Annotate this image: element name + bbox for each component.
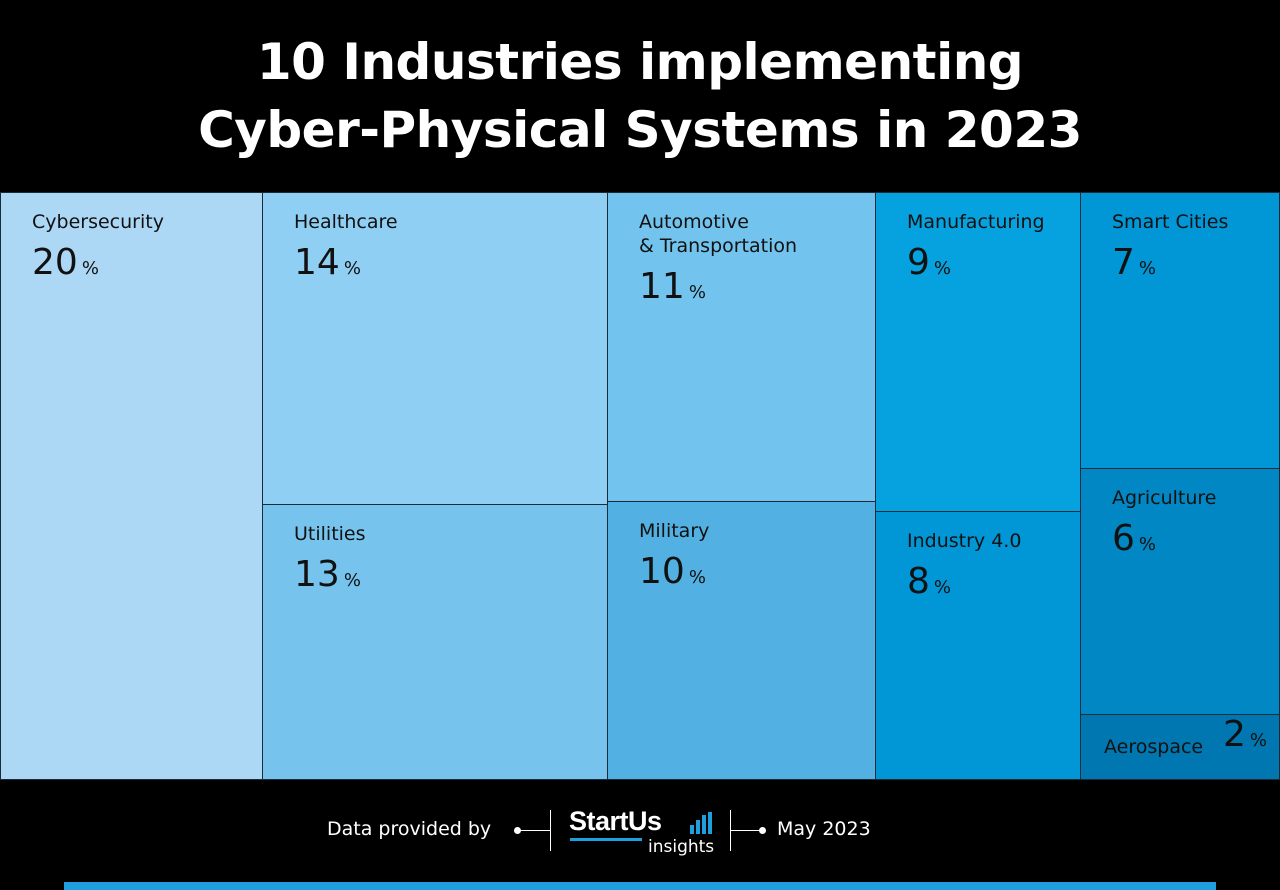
tile-healthcare: Healthcare 14% bbox=[262, 192, 608, 505]
tile-label: Utilities bbox=[294, 523, 366, 545]
tile-value-unit: % bbox=[343, 258, 361, 279]
tile-cybersecurity: Cybersecurity 20% bbox=[0, 192, 263, 780]
tile-value-unit: % bbox=[1138, 258, 1157, 279]
chart-title-line-1: 10 Industries implementing bbox=[256, 33, 1024, 91]
tile-value-unit: % bbox=[688, 567, 706, 588]
tile-value-number: 2 bbox=[1222, 714, 1246, 755]
tile-value: 2% bbox=[1223, 715, 1267, 761]
tile-value: 6% bbox=[1112, 519, 1156, 565]
logo-underline bbox=[570, 838, 642, 841]
chart-title: 10 Industries implementing Cyber-Physica… bbox=[0, 28, 1280, 164]
tile-label: Cybersecurity bbox=[32, 211, 164, 233]
footer-dot-right bbox=[759, 827, 766, 834]
tile-value: 14% bbox=[294, 243, 361, 289]
bottom-accent-bar bbox=[64, 882, 1216, 890]
tile-value-number: 10 bbox=[639, 551, 685, 592]
tile-label: Industry 4.0 bbox=[907, 530, 1022, 552]
insights-logo-text: insights bbox=[648, 837, 715, 857]
tile-label: Healthcare bbox=[294, 211, 398, 233]
tile-value: 9% bbox=[907, 243, 951, 289]
tile-label: Aerospace bbox=[1104, 736, 1204, 758]
footer-line-left bbox=[518, 830, 550, 831]
footer-dot-left bbox=[514, 827, 521, 834]
data-provided-by-text: Data provided by bbox=[327, 818, 492, 840]
tile-value-number: 11 bbox=[639, 266, 685, 307]
tile-label: Smart Cities bbox=[1112, 211, 1229, 233]
footer-date: May 2023 bbox=[777, 818, 871, 840]
tile-value-number: 6 bbox=[1112, 518, 1135, 559]
tile-value-unit: % bbox=[1138, 534, 1157, 555]
tile-aerospace: Aerospace 2% bbox=[1080, 714, 1280, 780]
startus-logo-text: StartUs bbox=[569, 806, 662, 836]
tile-value-number: 20 bbox=[32, 242, 78, 283]
footer-divider-left bbox=[550, 810, 551, 851]
tile-value-number: 8 bbox=[907, 561, 930, 602]
tile-value-unit: % bbox=[343, 570, 361, 591]
footer-line-right bbox=[730, 830, 762, 831]
tile-value-number: 7 bbox=[1112, 242, 1135, 283]
tile-industry-4-0: Industry 4.0 8% bbox=[875, 511, 1081, 780]
tile-value-number: 13 bbox=[294, 554, 340, 595]
tile-value: 20% bbox=[32, 243, 99, 289]
tile-utilities: Utilities 13% bbox=[262, 504, 608, 780]
tile-label: Manufacturing bbox=[907, 211, 1045, 233]
tile-value: 10% bbox=[639, 552, 706, 598]
tile-label: Military bbox=[639, 520, 710, 542]
tile-value-unit: % bbox=[933, 577, 952, 598]
tile-value: 11% bbox=[639, 267, 706, 313]
tile-value-number: 14 bbox=[294, 242, 340, 283]
chart-title-line-2: Cyber-Physical Systems in 2023 bbox=[198, 101, 1082, 159]
tile-value-unit: % bbox=[933, 258, 952, 279]
bar-chart-icon bbox=[690, 812, 712, 834]
tile-value: 13% bbox=[294, 555, 361, 601]
tile-value-number: 9 bbox=[907, 242, 930, 283]
tile-label: Agriculture bbox=[1112, 487, 1217, 509]
tile-value: 7% bbox=[1112, 243, 1156, 289]
tile-manufacturing: Manufacturing 9% bbox=[875, 192, 1081, 512]
tile-value: 8% bbox=[907, 562, 951, 608]
tile-military: Military 10% bbox=[607, 501, 876, 780]
tile-value-unit: % bbox=[1249, 730, 1267, 751]
tile-value-unit: % bbox=[688, 282, 706, 303]
tile-agriculture: Agriculture 6% bbox=[1080, 468, 1280, 715]
footer: Data provided by StartUs insights May 20… bbox=[0, 800, 1280, 870]
treemap: Cybersecurity 20% Healthcare 14% Utilities 13… bbox=[0, 192, 1280, 780]
tile-smart-cities: Smart Cities 7% bbox=[1080, 192, 1280, 469]
tile-label: Automotive & Transportation bbox=[639, 211, 798, 257]
tile-automotive-transportation: Automotive & Transportation 11% bbox=[607, 192, 876, 502]
tile-value-unit: % bbox=[81, 258, 99, 279]
